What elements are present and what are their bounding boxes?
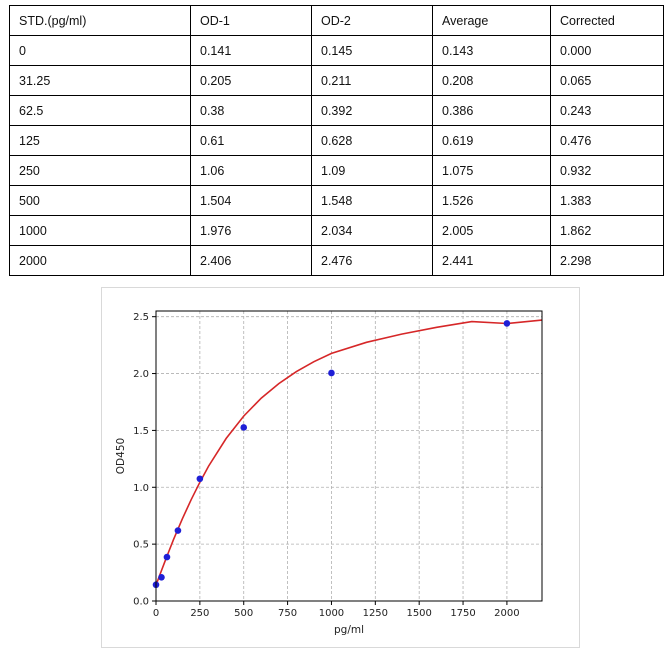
- cell-std: 1000: [9, 215, 191, 246]
- y-tick-label: 1.5: [133, 426, 149, 437]
- standard-curve-table: STD.(pg/ml) OD-1 OD-2 Average Corrected …: [9, 5, 664, 276]
- x-tick-label: 250: [190, 608, 209, 619]
- cell-od1: 0.38: [190, 95, 312, 126]
- cell-std: 31.25: [9, 65, 191, 96]
- cell-std: 500: [9, 185, 191, 216]
- x-axis: 0 250 500 750 1000 1250 1500 1750 2000: [153, 601, 520, 619]
- table-row: 0 0.141 0.145 0.143 0.000: [9, 35, 664, 66]
- data-point: [196, 475, 204, 483]
- standard-curve-chart: 0 250 500 750 1000 1250 1500 1750 2000 0.0 0.5 1.0…: [101, 287, 580, 648]
- cell-average: 0.143: [432, 35, 551, 66]
- cell-od2: 2.476: [311, 245, 433, 276]
- table-row: 1000 1.976 2.034 2.005 1.862: [9, 215, 664, 246]
- fit-curve-layer: [155, 319, 543, 586]
- x-tick-label: 0: [153, 608, 159, 619]
- header-average: Average: [432, 5, 551, 36]
- plot-frame: [155, 310, 543, 602]
- header-od1: OD-1: [190, 5, 312, 36]
- header-corrected: Corrected: [550, 5, 664, 36]
- y-tick-label: 0.5: [133, 540, 149, 551]
- y-tick-label: 1.0: [133, 483, 149, 494]
- x-tick-label: 1750: [450, 608, 475, 619]
- x-tick-label: 1500: [406, 608, 431, 619]
- cell-od1: 1.504: [190, 185, 312, 216]
- cell-od2: 0.145: [311, 35, 433, 66]
- table-row: 2000 2.406 2.476 2.441 2.298: [9, 245, 664, 276]
- cell-average: 2.005: [432, 215, 551, 246]
- cell-std: 250: [9, 155, 191, 186]
- cell-average: 2.441: [432, 245, 551, 276]
- data-point: [174, 527, 182, 534]
- data-point: [163, 553, 171, 561]
- x-axis-label: pg/ml: [334, 624, 364, 636]
- table-header-row: STD.(pg/ml) OD-1 OD-2 Average Corrected: [9, 5, 664, 36]
- x-tick-label: 1250: [363, 608, 388, 619]
- cell-od2: 0.628: [311, 125, 433, 156]
- grid: [155, 311, 542, 602]
- x-tick-label: 750: [278, 608, 297, 619]
- x-tick-label: 1000: [319, 608, 344, 619]
- cell-average: 0.208: [432, 65, 551, 96]
- cell-corrected: 1.862: [550, 215, 664, 246]
- cell-od1: 1.06: [190, 155, 312, 186]
- cell-corrected: 2.298: [550, 245, 664, 276]
- table-row: 250 1.06 1.09 1.075 0.932: [9, 155, 664, 186]
- header-od2: OD-2: [311, 5, 433, 36]
- cell-average: 0.619: [432, 125, 551, 156]
- cell-corrected: 0.243: [550, 95, 664, 126]
- y-tick-label: 0.0: [133, 597, 149, 608]
- fit-curve: [155, 319, 543, 586]
- table-row: 500 1.504 1.548 1.526 1.383: [9, 185, 664, 216]
- cell-std: 0: [9, 35, 191, 66]
- cell-std: 62.5: [9, 95, 191, 126]
- y-axis: 0.0 0.5 1.0 1.5 2.0 2.5: [133, 312, 156, 608]
- cell-od2: 0.392: [311, 95, 433, 126]
- cell-od1: 0.61: [190, 125, 312, 156]
- y-tick-label: 2.0: [133, 369, 149, 380]
- y-tick-label: 2.5: [133, 312, 149, 323]
- cell-std: 125: [9, 125, 191, 156]
- cell-od2: 1.09: [311, 155, 433, 186]
- cell-std: 2000: [9, 245, 191, 276]
- cell-corrected: 0.065: [550, 65, 664, 96]
- cell-od2: 2.034: [311, 215, 433, 246]
- header-std: STD.(pg/ml): [9, 5, 191, 36]
- cell-corrected: 0.000: [550, 35, 664, 66]
- cell-corrected: 0.932: [550, 155, 664, 186]
- chart-svg: 0 250 500 750 1000 1250 1500 1750 2000 0.0 0.5 1.0…: [115, 310, 543, 636]
- cell-average: 1.526: [432, 185, 551, 216]
- table-row: 62.5 0.38 0.392 0.386 0.243: [9, 95, 664, 126]
- cell-od1: 2.406: [190, 245, 312, 276]
- data-point: [240, 424, 248, 431]
- data-point: [158, 574, 165, 581]
- x-tick-label: 500: [234, 608, 253, 619]
- cell-corrected: 1.383: [550, 185, 664, 216]
- cell-od1: 1.976: [190, 215, 312, 246]
- cell-corrected: 0.476: [550, 125, 664, 156]
- table-row: 31.25 0.205 0.211 0.208 0.065: [9, 65, 664, 96]
- cell-od2: 0.211: [311, 65, 433, 96]
- table-row: 125 0.61 0.628 0.619 0.476: [9, 125, 664, 156]
- cell-od1: 0.205: [190, 65, 312, 96]
- cell-od1: 0.141: [190, 35, 312, 66]
- x-tick-label: 2000: [494, 608, 519, 619]
- data-point: [503, 320, 511, 327]
- cell-average: 1.075: [432, 155, 551, 186]
- y-axis-label: OD450: [115, 438, 127, 474]
- data-point: [328, 369, 335, 377]
- cell-average: 0.386: [432, 95, 551, 126]
- cell-od2: 1.548: [311, 185, 433, 216]
